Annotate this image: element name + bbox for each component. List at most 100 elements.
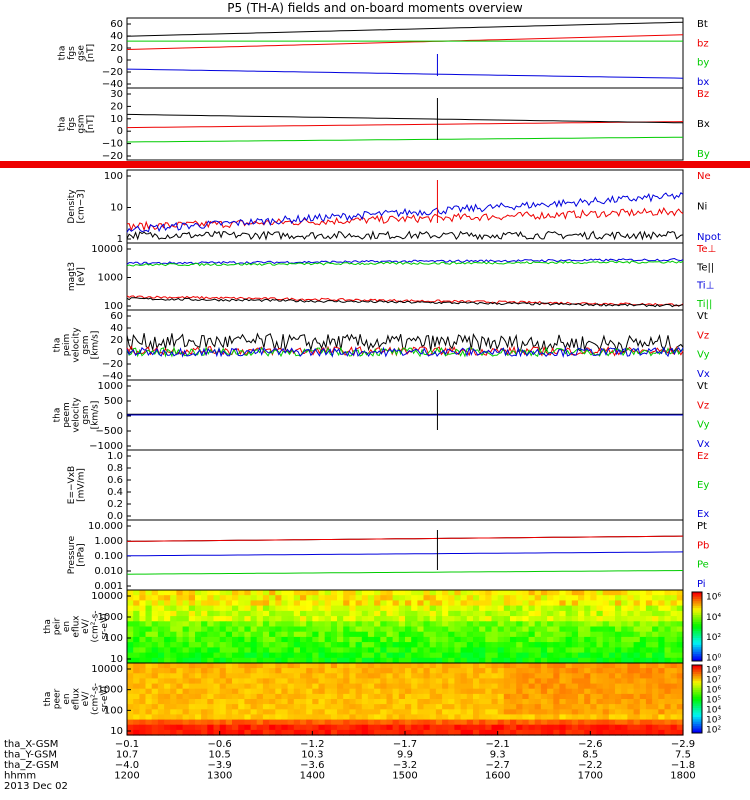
heatmap-cell xyxy=(540,709,548,715)
heatmap-cell xyxy=(151,663,159,669)
heatmap-cell xyxy=(139,719,147,726)
heatmap-cell xyxy=(170,605,177,612)
heatmap-cell xyxy=(559,688,567,695)
heatmap-cell xyxy=(448,631,455,638)
heatmap-cell xyxy=(275,673,283,679)
heatmap-cell xyxy=(405,673,412,679)
heatmap-cell xyxy=(250,590,258,596)
y-axis-label: tha xyxy=(53,338,63,353)
heatmap-cell xyxy=(275,636,283,643)
heatmap-cell xyxy=(528,683,536,690)
heatmap-cell xyxy=(584,683,591,690)
heatmap-cell xyxy=(287,709,295,715)
heatmap-cell xyxy=(262,610,270,617)
heatmap-cell xyxy=(232,678,239,685)
heatmap-cell xyxy=(145,673,153,679)
heatmap-cell xyxy=(380,605,388,612)
heatmap-cell xyxy=(485,678,493,685)
heatmap-cell xyxy=(398,642,406,648)
heatmap-cell xyxy=(497,636,505,643)
heatmap-cell xyxy=(182,605,190,612)
heatmap-cell xyxy=(621,668,628,674)
heatmap-cell xyxy=(232,616,239,622)
heatmap-cell xyxy=(392,626,400,633)
heatmap-cell xyxy=(386,610,394,617)
heatmap-cell xyxy=(528,590,536,596)
heatmap-cell xyxy=(473,683,480,690)
heatmap-cell xyxy=(423,652,431,659)
heatmap-cell xyxy=(349,709,357,715)
heatmap-cell xyxy=(232,699,239,705)
heatmap-cell xyxy=(170,595,177,601)
heatmap-cell xyxy=(250,668,258,674)
heatmap-cell xyxy=(145,642,153,648)
heatmap-cell xyxy=(639,600,647,607)
heatmap-cell xyxy=(238,699,245,705)
x-tick-label: −2.9 xyxy=(671,739,695,750)
heatmap-cell xyxy=(349,724,357,731)
heatmap-cell xyxy=(188,652,196,659)
heatmap-cell xyxy=(355,590,363,596)
heatmap-cell xyxy=(392,590,400,596)
heatmap-cell xyxy=(442,621,449,628)
heatmap-cell xyxy=(145,668,153,674)
heatmap-cell xyxy=(664,668,672,674)
heatmap-cell xyxy=(262,605,270,612)
heatmap-cell xyxy=(300,719,307,726)
heatmap-cell xyxy=(306,595,313,601)
heatmap-cell xyxy=(491,719,499,726)
heatmap-cell xyxy=(330,709,338,715)
heatmap-cell xyxy=(578,704,585,710)
heatmap-cell xyxy=(596,595,604,601)
heatmap-cell xyxy=(139,724,147,731)
heatmap-cell xyxy=(176,663,184,669)
heatmap-cell xyxy=(503,704,511,710)
heatmap-cell xyxy=(608,610,616,617)
heatmap-cell xyxy=(176,631,184,638)
panel-frame xyxy=(126,169,684,244)
heatmap-cell xyxy=(195,693,202,700)
heatmap-cell xyxy=(658,719,666,726)
heatmap-cell xyxy=(565,724,573,731)
heatmap-cell xyxy=(256,673,264,679)
heatmap-cell xyxy=(645,688,653,695)
heatmap-cell xyxy=(565,616,573,622)
x-axis-date: 2013 Dec 02 xyxy=(4,781,68,792)
heatmap-cell xyxy=(127,714,134,721)
heatmap-cell xyxy=(615,636,622,643)
heatmap-cell xyxy=(590,714,598,721)
heatmap-cell xyxy=(244,616,252,622)
heatmap-cell xyxy=(300,673,307,679)
heatmap-cell xyxy=(491,621,499,628)
heatmap-cell xyxy=(639,616,647,622)
heatmap-cell xyxy=(435,663,443,669)
x-tick-label: 8.5 xyxy=(582,750,598,761)
heatmap-cell xyxy=(374,595,381,601)
heatmap-cell xyxy=(164,642,171,648)
heatmap-cell xyxy=(578,590,585,596)
series-line-Ti|| xyxy=(126,260,684,267)
heatmap-cell xyxy=(170,657,177,664)
heatmap-cell xyxy=(145,663,153,669)
heatmap-cell xyxy=(127,663,134,669)
heatmap-cell xyxy=(633,626,641,633)
heatmap-cell xyxy=(207,636,215,643)
heatmap-cell xyxy=(553,610,561,617)
heatmap-cell xyxy=(664,673,672,679)
heatmap-cell xyxy=(516,610,523,617)
heatmap-cell xyxy=(417,678,425,685)
heatmap-cell xyxy=(367,678,375,685)
heatmap-cell xyxy=(405,704,412,710)
heatmap-cell xyxy=(590,729,598,736)
heatmap-cell xyxy=(367,719,375,726)
heatmap-cell xyxy=(195,631,202,638)
heatmap-cell xyxy=(522,719,530,726)
heatmap-cell xyxy=(547,724,554,731)
heatmap-cell xyxy=(676,709,684,715)
legend-entry: bz xyxy=(697,38,709,49)
heatmap-cell xyxy=(510,704,517,710)
heatmap-cell xyxy=(664,704,672,710)
heatmap-cell xyxy=(219,688,227,695)
y-tick-label: 10.000 xyxy=(88,521,123,532)
heatmap-cell xyxy=(330,636,338,643)
